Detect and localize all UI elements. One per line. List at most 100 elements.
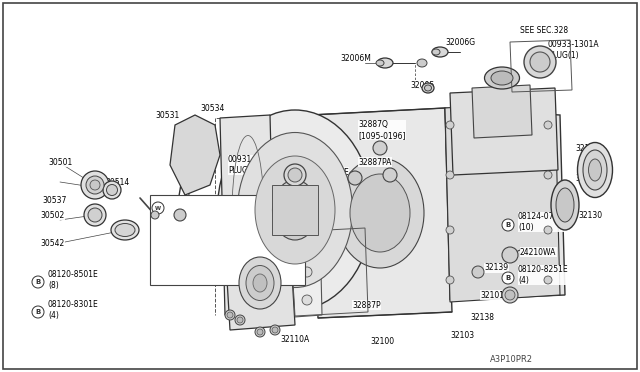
Text: 30501: 30501 — [48, 157, 72, 167]
Ellipse shape — [103, 181, 121, 199]
Polygon shape — [445, 100, 560, 302]
Ellipse shape — [273, 180, 317, 240]
Circle shape — [284, 164, 306, 186]
Text: 32887Q
[1095-0196]: 32887Q [1095-0196] — [358, 120, 406, 140]
Text: 32103: 32103 — [450, 330, 474, 340]
Text: 08120-8301E
(4): 08120-8301E (4) — [48, 300, 99, 320]
Polygon shape — [272, 185, 318, 235]
Ellipse shape — [88, 208, 102, 222]
Polygon shape — [310, 108, 452, 318]
Ellipse shape — [589, 159, 602, 181]
Text: SEE SEC.328: SEE SEC.328 — [520, 26, 568, 35]
Text: 32139: 32139 — [484, 263, 508, 273]
Text: 32113: 32113 — [312, 221, 336, 230]
Text: 32138: 32138 — [470, 314, 494, 323]
Text: 30542: 30542 — [40, 238, 64, 247]
Circle shape — [472, 266, 484, 278]
Text: 32110: 32110 — [218, 244, 242, 253]
Circle shape — [255, 327, 265, 337]
Text: 32887PA: 32887PA — [358, 157, 392, 167]
Circle shape — [446, 121, 454, 129]
Polygon shape — [170, 115, 220, 195]
Ellipse shape — [350, 174, 410, 252]
Text: 00933-1301A
PLUG(1): 00933-1301A PLUG(1) — [548, 40, 600, 60]
Ellipse shape — [90, 180, 100, 190]
Circle shape — [446, 226, 454, 234]
Ellipse shape — [432, 47, 448, 57]
Text: 30514: 30514 — [105, 177, 129, 186]
Ellipse shape — [237, 132, 353, 288]
Circle shape — [32, 276, 44, 288]
Text: 30502: 30502 — [40, 211, 64, 219]
Ellipse shape — [86, 176, 104, 194]
Circle shape — [348, 171, 362, 185]
Circle shape — [237, 317, 243, 323]
Text: 08120-8501E
(8): 08120-8501E (8) — [48, 270, 99, 290]
Text: 30534: 30534 — [200, 103, 225, 112]
Circle shape — [302, 267, 312, 277]
Circle shape — [502, 219, 514, 231]
Ellipse shape — [424, 85, 431, 91]
Circle shape — [288, 168, 302, 182]
Text: 24210WA: 24210WA — [520, 247, 556, 257]
Circle shape — [544, 171, 552, 179]
Ellipse shape — [376, 60, 384, 66]
Circle shape — [446, 171, 454, 179]
Ellipse shape — [246, 266, 274, 301]
Circle shape — [502, 272, 514, 284]
Circle shape — [383, 168, 397, 182]
Circle shape — [32, 306, 44, 318]
Ellipse shape — [422, 83, 434, 93]
Ellipse shape — [253, 274, 267, 292]
Polygon shape — [450, 88, 558, 175]
Text: 32112: 32112 — [265, 311, 289, 320]
Text: 32100: 32100 — [370, 337, 394, 346]
Polygon shape — [445, 108, 565, 300]
Circle shape — [225, 310, 235, 320]
Circle shape — [227, 312, 233, 318]
Ellipse shape — [491, 71, 513, 85]
Text: 32101E: 32101E — [480, 291, 509, 299]
Text: 32135: 32135 — [575, 144, 599, 153]
Circle shape — [502, 247, 518, 263]
Ellipse shape — [106, 185, 118, 196]
Circle shape — [272, 327, 278, 333]
Polygon shape — [472, 85, 532, 138]
Circle shape — [235, 315, 245, 325]
Polygon shape — [220, 115, 275, 315]
Text: B: B — [35, 309, 40, 315]
Text: 32110A: 32110A — [280, 336, 309, 344]
Text: B: B — [506, 222, 511, 228]
Text: 32130: 32130 — [578, 211, 602, 219]
Circle shape — [270, 325, 280, 335]
Polygon shape — [292, 228, 322, 317]
Ellipse shape — [239, 257, 281, 309]
Circle shape — [373, 141, 387, 155]
Text: 32006G: 32006G — [445, 38, 475, 46]
Circle shape — [524, 46, 556, 78]
Text: 32138E: 32138E — [320, 167, 349, 176]
Polygon shape — [225, 240, 295, 330]
Text: B: B — [506, 275, 511, 281]
Ellipse shape — [556, 188, 574, 222]
Text: B: B — [35, 279, 40, 285]
Circle shape — [544, 121, 552, 129]
Ellipse shape — [111, 220, 139, 240]
Circle shape — [257, 329, 263, 335]
Circle shape — [302, 240, 312, 250]
Circle shape — [174, 209, 186, 221]
Ellipse shape — [577, 142, 612, 198]
Ellipse shape — [583, 150, 607, 190]
Ellipse shape — [432, 49, 440, 55]
Text: 30537: 30537 — [42, 196, 67, 205]
Text: 30531: 30531 — [155, 110, 179, 119]
Circle shape — [544, 276, 552, 284]
Bar — [150, 195, 305, 285]
Circle shape — [530, 52, 550, 72]
Circle shape — [152, 202, 164, 214]
Circle shape — [502, 287, 518, 303]
Ellipse shape — [218, 110, 372, 310]
Text: 32136: 32136 — [575, 173, 599, 183]
Ellipse shape — [336, 158, 424, 268]
Ellipse shape — [115, 224, 135, 237]
